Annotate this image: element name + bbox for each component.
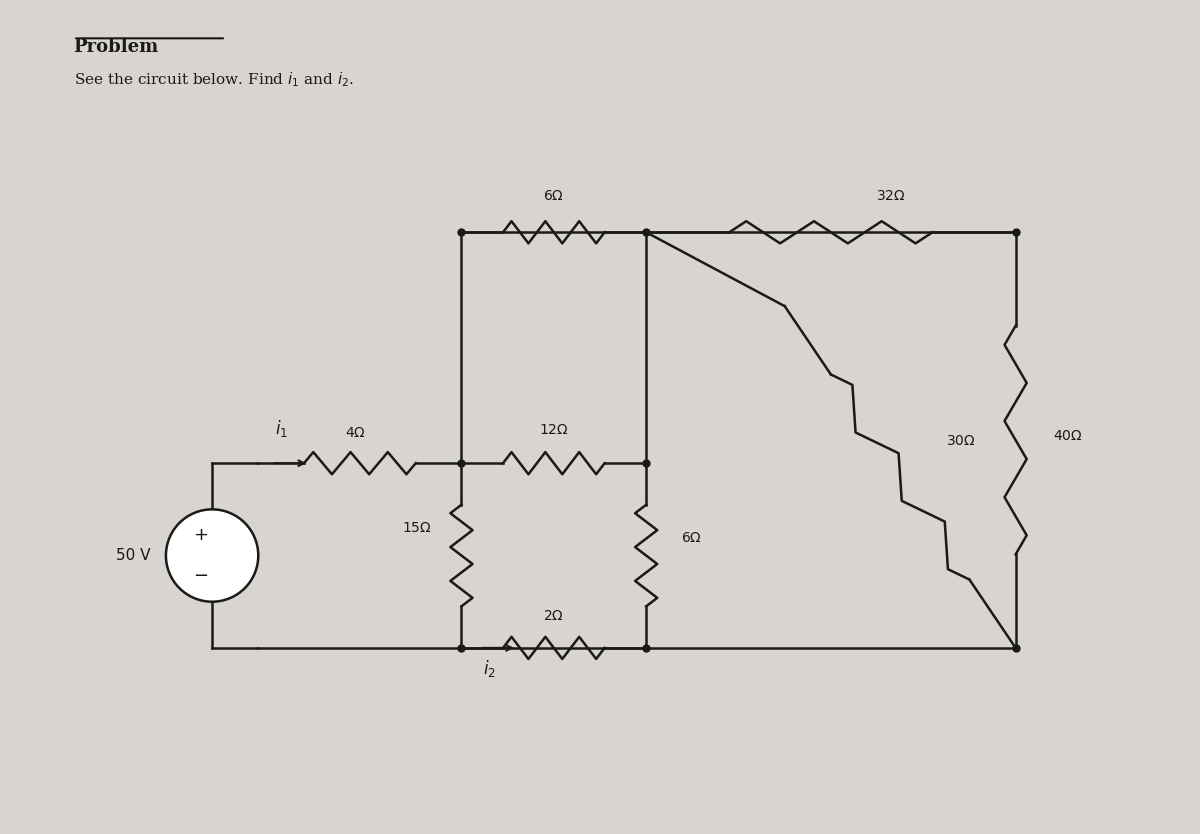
Text: 30$\Omega$: 30$\Omega$ — [947, 434, 976, 448]
Text: Problem: Problem — [73, 38, 158, 57]
Circle shape — [166, 510, 258, 601]
Text: 6$\Omega$: 6$\Omega$ — [544, 189, 564, 203]
Text: 32$\Omega$: 32$\Omega$ — [876, 189, 906, 203]
Text: 15$\Omega$: 15$\Omega$ — [402, 521, 432, 535]
Text: 12$\Omega$: 12$\Omega$ — [539, 423, 569, 437]
Text: −: − — [193, 567, 209, 585]
Text: $i_1$: $i_1$ — [275, 418, 288, 439]
Text: 6$\Omega$: 6$\Omega$ — [682, 530, 702, 545]
Text: +: + — [193, 526, 209, 545]
Text: 4$\Omega$: 4$\Omega$ — [344, 426, 366, 440]
Text: $i_2$: $i_2$ — [482, 658, 496, 679]
Text: See the circuit below. Find $i_1$ and $i_2$.: See the circuit below. Find $i_1$ and $i… — [73, 71, 354, 89]
Text: 2$\Omega$: 2$\Omega$ — [544, 609, 564, 623]
Text: 50 V: 50 V — [116, 548, 151, 563]
Text: 40$\Omega$: 40$\Omega$ — [1052, 429, 1082, 443]
